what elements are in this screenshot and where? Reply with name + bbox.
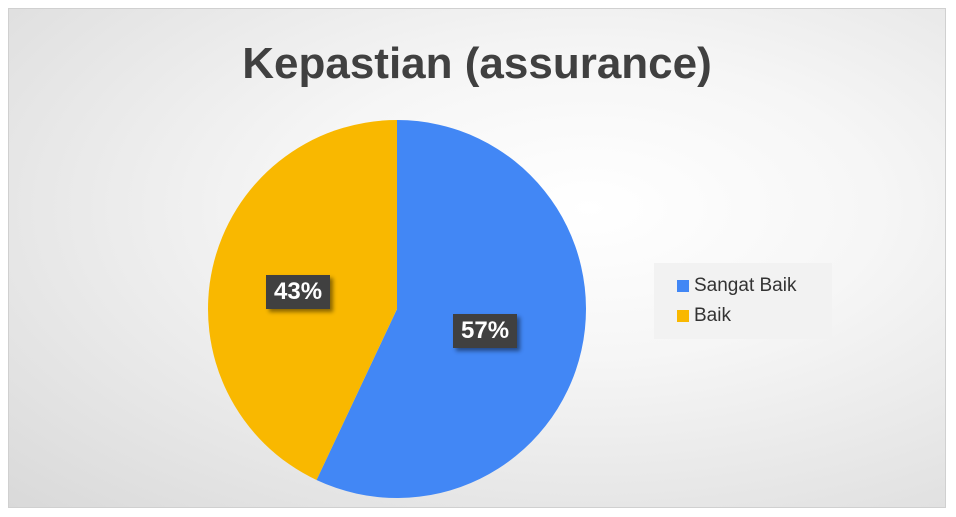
chart-legend: Sangat Baik Baik <box>654 263 832 339</box>
pie-slice-sangat-baik <box>316 120 587 498</box>
data-label-baik: 43% <box>266 275 331 309</box>
legend-label-baik: Baik <box>694 305 731 326</box>
chart-area: Kepastian (assurance) 57% 43% Sangat Bai… <box>8 8 946 508</box>
chart-title: Kepastian (assurance) <box>242 39 712 88</box>
data-label-sangat-baik: 57% <box>453 314 518 348</box>
legend-swatch-sangat-baik <box>677 280 689 292</box>
legend-item-baik: Baik <box>677 301 832 331</box>
legend-swatch-baik <box>677 310 689 322</box>
legend-label-sangat-baik: Sangat Baik <box>694 275 797 296</box>
legend-item-sangat-baik: Sangat Baik <box>677 271 832 301</box>
pie-chart <box>208 120 587 498</box>
